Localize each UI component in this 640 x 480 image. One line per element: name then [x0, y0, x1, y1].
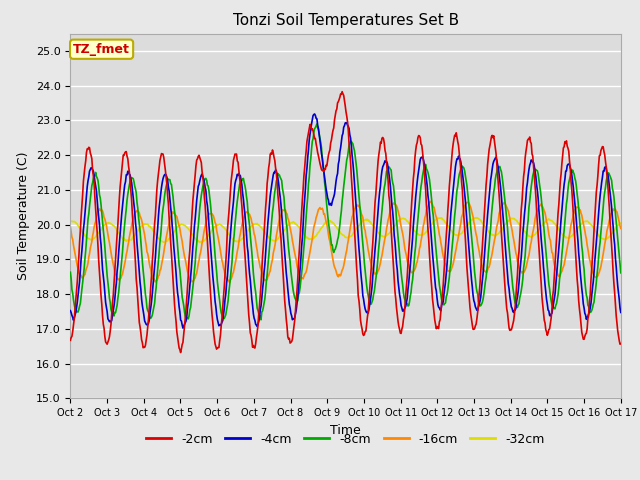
Title: Tonzi Soil Temperatures Set B: Tonzi Soil Temperatures Set B — [232, 13, 459, 28]
X-axis label: Time: Time — [330, 424, 361, 437]
Text: TZ_fmet: TZ_fmet — [73, 43, 130, 56]
Legend: -2cm, -4cm, -8cm, -16cm, -32cm: -2cm, -4cm, -8cm, -16cm, -32cm — [141, 428, 550, 451]
Y-axis label: Soil Temperature (C): Soil Temperature (C) — [17, 152, 30, 280]
